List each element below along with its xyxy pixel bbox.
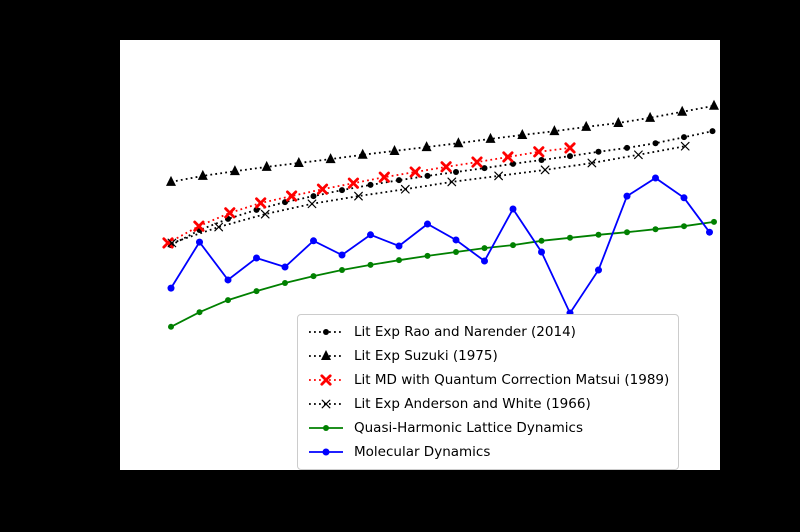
legend: Lit Exp Rao and Narender (2014) Lit Exp … <box>297 314 680 470</box>
legend-sample-qhld-icon <box>309 425 343 431</box>
legend-label-md: Molecular Dynamics <box>354 444 491 460</box>
legend-item-rao: Lit Exp Rao and Narender (2014) <box>307 320 669 344</box>
series-0 <box>168 128 716 249</box>
legend-sample-suzuki-icon <box>309 350 343 360</box>
legend-sample-matsui-icon <box>309 374 343 386</box>
legend-sample-anderson-icon <box>309 399 343 409</box>
legend-label-qhld: Quasi-Harmonic Lattice Dynamics <box>354 420 583 436</box>
legend-label-matsui: Lit MD with Quantum Correction Matsui (1… <box>354 372 670 388</box>
series-3 <box>167 141 690 248</box>
legend-sample-md-icon <box>309 448 343 456</box>
series-1 <box>166 99 719 186</box>
legend-sample-rao-icon <box>309 329 343 335</box>
legend-label-anderson: Lit Exp Anderson and White (1966) <box>354 396 591 412</box>
legend-item-md: Molecular Dynamics <box>307 440 669 464</box>
series-2 <box>162 142 576 249</box>
legend-item-qhld: Quasi-Harmonic Lattice Dynamics <box>307 416 669 440</box>
legend-label-suzuki: Lit Exp Suzuki (1975) <box>354 348 498 364</box>
legend-label-rao: Lit Exp Rao and Narender (2014) <box>354 324 576 340</box>
legend-item-matsui: Lit MD with Quantum Correction Matsui (1… <box>307 368 669 392</box>
series-4 <box>168 218 717 330</box>
legend-item-anderson: Lit Exp Anderson and White (1966) <box>307 392 669 416</box>
legend-item-suzuki: Lit Exp Suzuki (1975) <box>307 344 669 368</box>
series-5 <box>167 174 713 317</box>
